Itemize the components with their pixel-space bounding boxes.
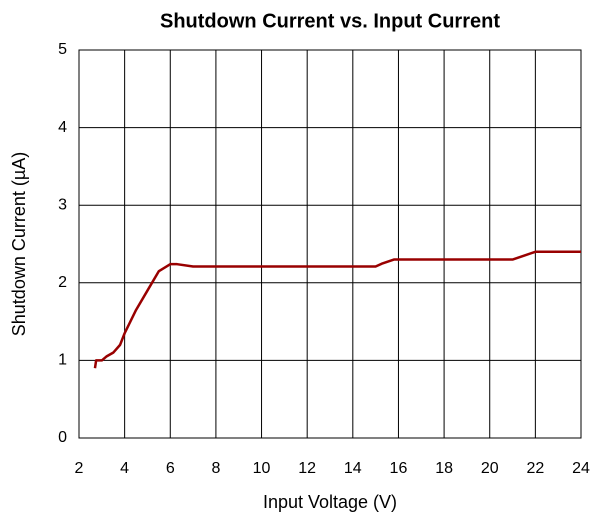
- x-tick-label: 10: [253, 460, 271, 477]
- y-tick-label: 0: [58, 429, 67, 446]
- data-line: [93, 250, 581, 369]
- x-tick-label: 16: [390, 460, 408, 477]
- x-tick-label: 18: [435, 460, 453, 477]
- x-tick-label: 14: [344, 460, 362, 477]
- y-tick-label: 1: [58, 352, 67, 369]
- x-tick-label: 12: [298, 460, 316, 477]
- plot-area: [78, 49, 582, 439]
- x-tick-label: 8: [211, 460, 220, 477]
- x-tick-label: 22: [526, 460, 544, 477]
- y-tick-label: 4: [58, 119, 67, 136]
- y-tick-label: 2: [58, 274, 67, 291]
- y-tick-label: 5: [58, 41, 67, 58]
- x-tick-label: 20: [481, 460, 499, 477]
- y-axis-label: Shutdown Current (µA): [9, 152, 29, 336]
- x-tick-label: 6: [166, 460, 175, 477]
- x-tick-label: 4: [120, 460, 129, 477]
- x-tick-label: 24: [572, 460, 590, 477]
- x-axis-label: Input Voltage (V): [263, 492, 397, 512]
- chart-title: Shutdown Current vs. Input Current: [160, 10, 500, 32]
- y-tick-label: 3: [58, 196, 67, 213]
- x-tick-label: 2: [75, 460, 84, 477]
